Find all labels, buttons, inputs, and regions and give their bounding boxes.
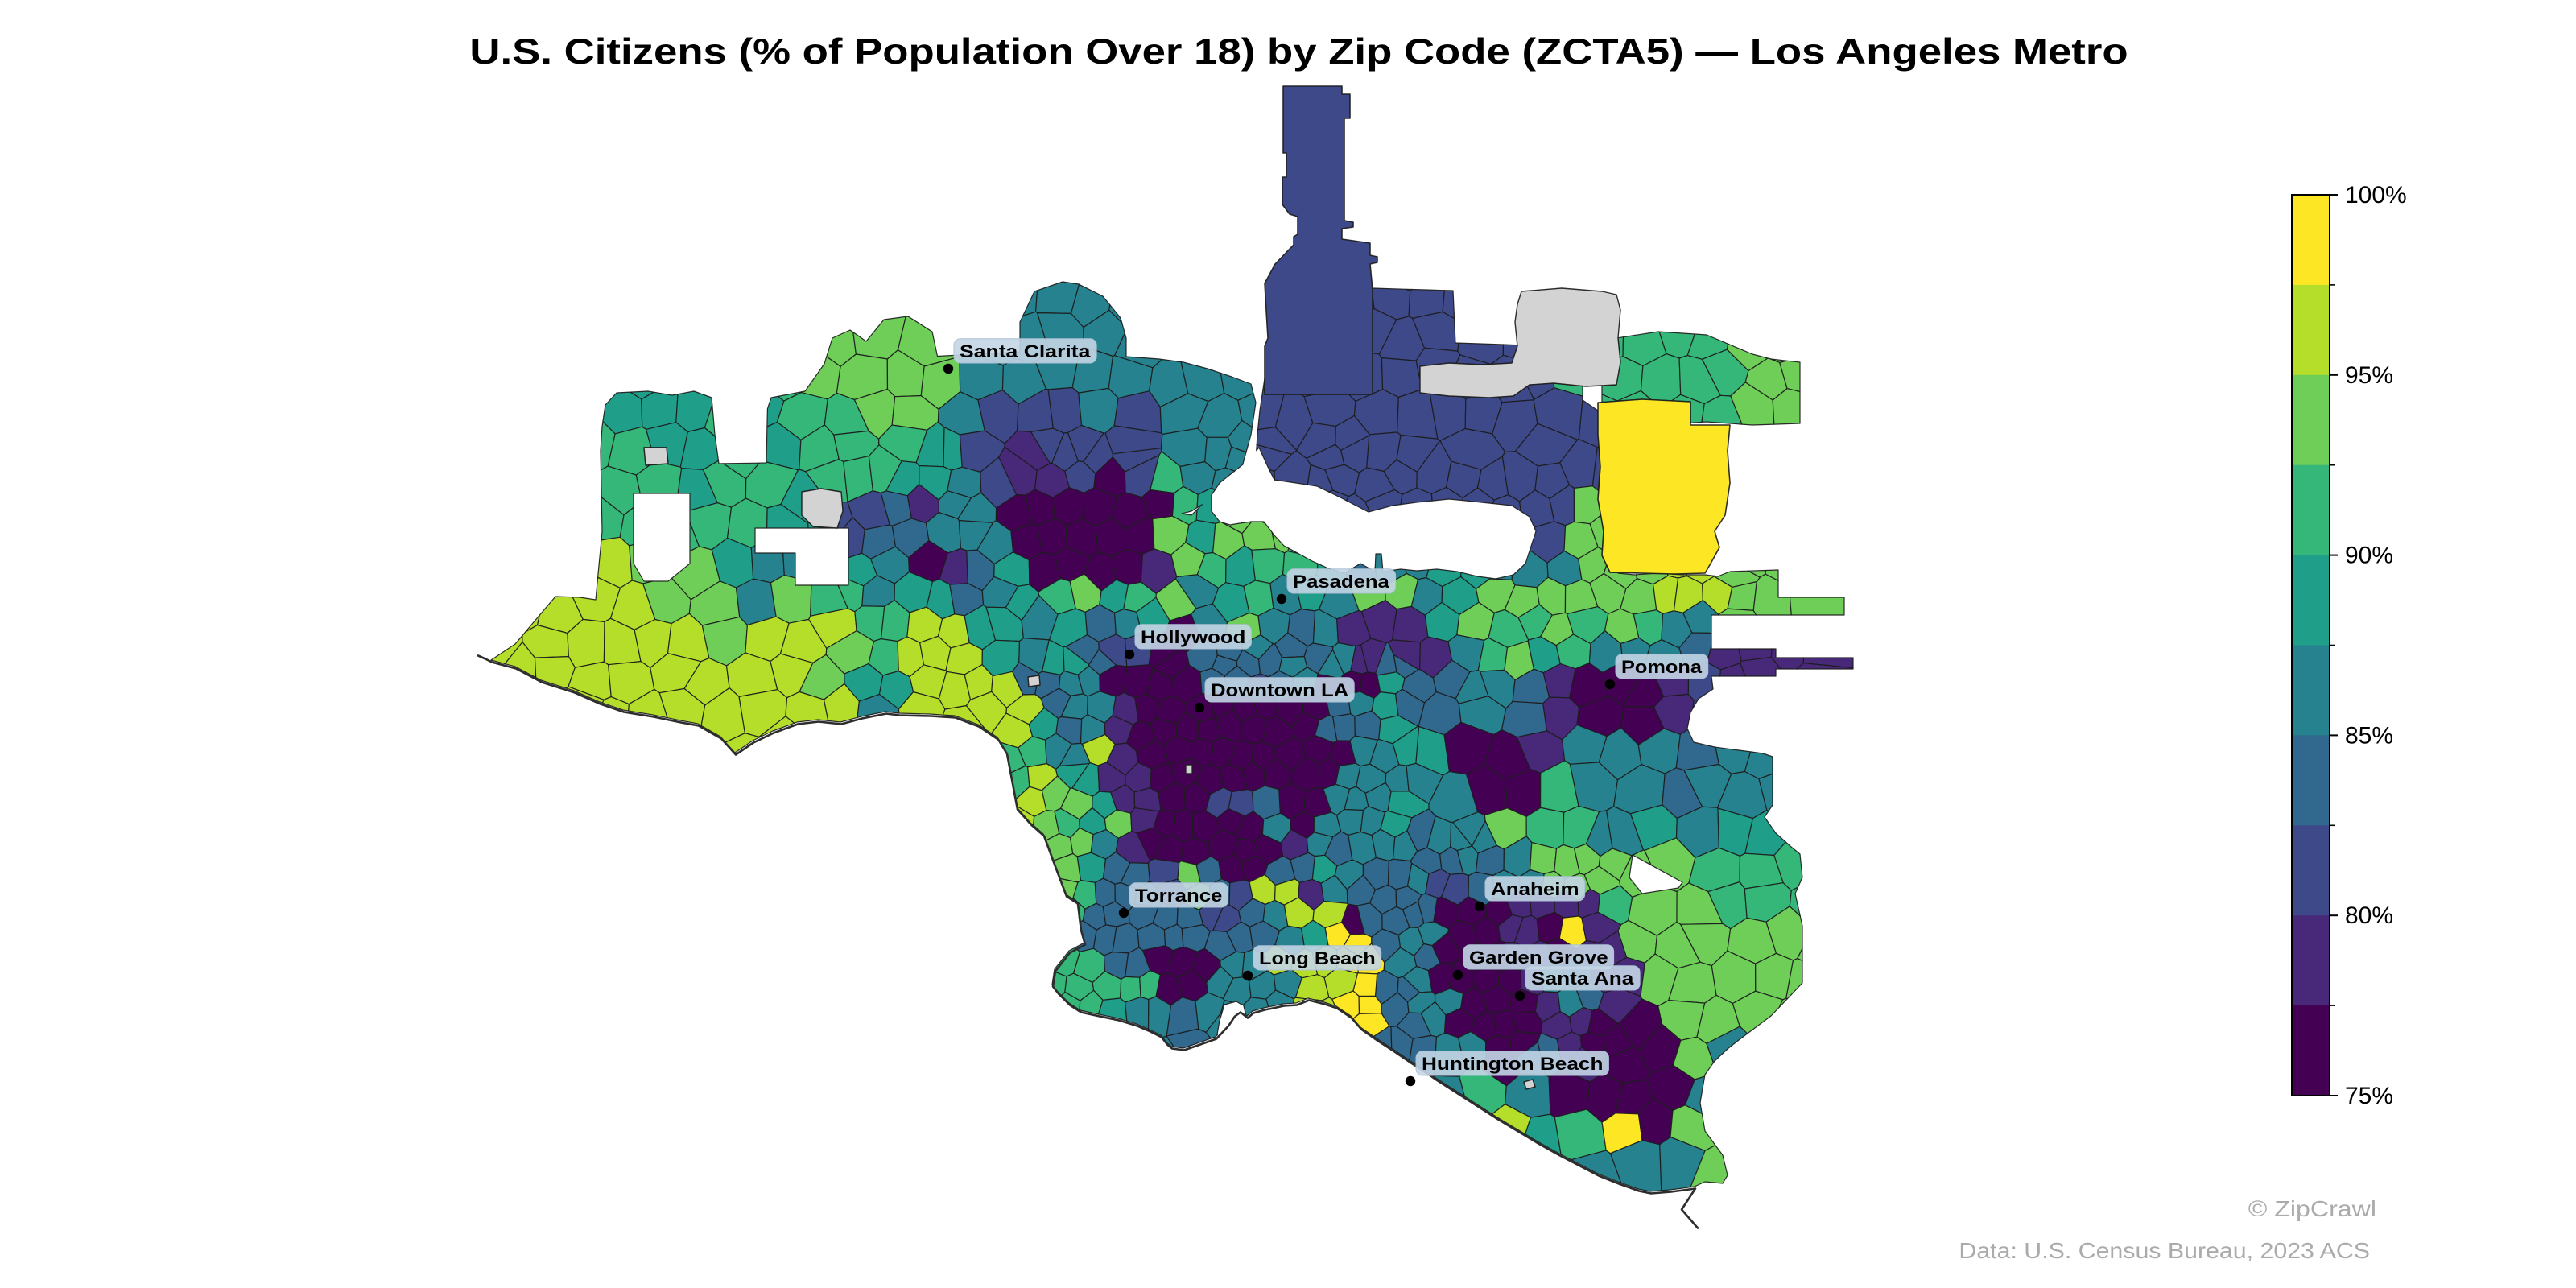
svg-text:Huntington Beach: Huntington Beach bbox=[1422, 1055, 1603, 1075]
svg-text:Hollywood: Hollywood bbox=[1141, 628, 1245, 648]
svg-text:© ZipCrawl: © ZipCrawl bbox=[2248, 1197, 2376, 1222]
svg-text:90%: 90% bbox=[2345, 543, 2393, 569]
svg-text:U.S. Citizens (% of Population: U.S. Citizens (% of Population Over 18) … bbox=[469, 32, 2128, 72]
svg-text:Garden Grove: Garden Grove bbox=[1469, 948, 1608, 968]
svg-text:Santa Ana: Santa Ana bbox=[1531, 969, 1634, 989]
svg-text:Torrance: Torrance bbox=[1135, 886, 1222, 906]
svg-text:75%: 75% bbox=[2345, 1083, 2393, 1109]
svg-text:100%: 100% bbox=[2345, 182, 2407, 208]
svg-text:95%: 95% bbox=[2345, 362, 2393, 389]
svg-text:Anaheim: Anaheim bbox=[1491, 880, 1579, 900]
svg-text:Pomona: Pomona bbox=[1621, 657, 1703, 677]
svg-text:85%: 85% bbox=[2345, 722, 2393, 749]
svg-text:Long Beach: Long Beach bbox=[1259, 948, 1376, 968]
svg-text:Santa Clarita: Santa Clarita bbox=[960, 342, 1091, 361]
svg-text:Downtown LA: Downtown LA bbox=[1211, 681, 1348, 701]
svg-text:80%: 80% bbox=[2345, 902, 2393, 929]
svg-text:Pasadena: Pasadena bbox=[1293, 572, 1389, 592]
svg-text:Data: U.S. Census Bureau, 2023: Data: U.S. Census Bureau, 2023 ACS bbox=[1959, 1239, 2370, 1264]
